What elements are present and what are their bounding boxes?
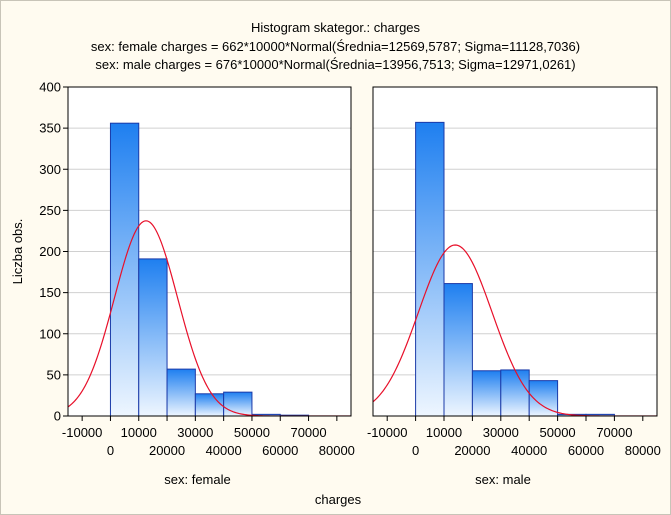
y-tick-label: 100 [39,326,61,341]
x-tick-label: 40000 [511,443,547,458]
histogram-bar [500,369,530,417]
x-tick-label: 40000 [206,443,242,458]
panel-border [372,86,658,417]
histogram-bar [471,370,502,417]
panel-border [67,86,352,417]
x-tick-label: 0 [412,443,419,458]
histogram-bar [415,121,445,417]
x-tick-label: 10000 [426,425,462,440]
x-tick-label: 30000 [483,425,519,440]
histogram-bar [138,258,168,417]
histogram-bar [443,283,473,417]
x-tick-label: 10000 [121,425,157,440]
y-tick-label: 0 [54,409,61,424]
y-tick-label: 150 [39,285,61,300]
y-tick-label: 350 [39,121,61,136]
x-tick-label: 20000 [454,443,490,458]
x-tick-label: 0 [107,443,114,458]
y-tick-label: 300 [39,162,61,177]
x-tick-label: 30000 [177,425,213,440]
x-tick-label: 60000 [568,443,604,458]
x-axis-label: charges [315,492,362,507]
x-tick-label: 80000 [319,443,355,458]
x-tick-label: -10000 [62,425,102,440]
histogram-bar [109,122,140,417]
x-tick-label: 50000 [540,425,576,440]
y-tick-label: 200 [39,244,61,259]
x-tick-label: 60000 [262,443,298,458]
histogram-bar [166,368,196,417]
x-tick-label: 70000 [290,425,326,440]
x-tick-label: -10000 [367,425,407,440]
y-tick-label: 50 [47,367,61,382]
chart-title: Histogram skategor.: charges [250,20,421,35]
x-tick-label: 20000 [149,443,185,458]
normal-curve [68,220,351,416]
y-tick-label: 400 [39,80,61,95]
x-tick-label: 50000 [234,425,270,440]
x-tick-label: 80000 [625,443,661,458]
y-tick-label: 250 [39,203,61,218]
histogram-bar [223,391,253,417]
histogram-bar [194,393,225,417]
y-axis-label: Liczba obs. [10,219,25,285]
subtitle-female: sex: female charges = 662*10000*Normal(Ś… [90,39,581,54]
panel-label: sex: female [164,472,230,487]
subtitle-male: sex: male charges = 676*10000*Normal(Śre… [95,57,576,72]
x-tick-label: 70000 [596,425,632,440]
panel-label: sex: male [475,472,531,487]
